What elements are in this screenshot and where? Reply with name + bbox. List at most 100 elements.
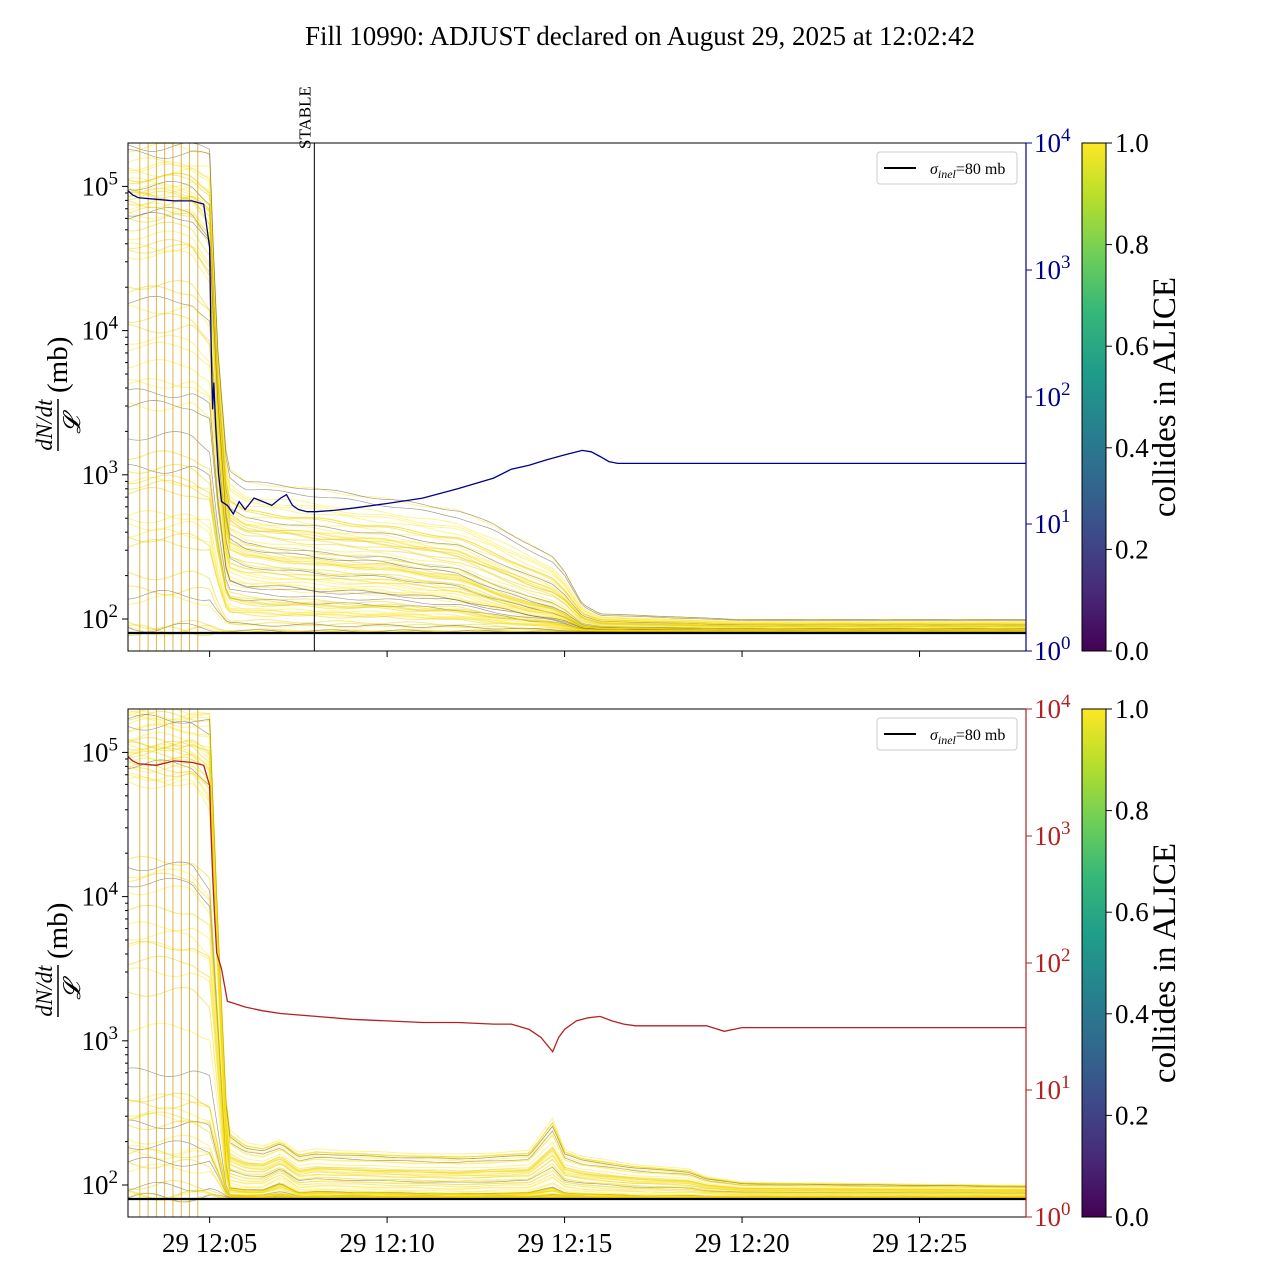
bundle-curve-line — [128, 239, 1026, 631]
bundle-curve-line — [128, 710, 1026, 1187]
bundle-curve-line — [128, 868, 1026, 1198]
colorbar-gradient — [1081, 142, 1107, 652]
bundle-curve-line — [128, 731, 1026, 1190]
bundle-curve-line — [128, 1148, 1026, 1199]
bundle-curve-line — [128, 202, 1026, 629]
y-tick-label-exponent: 3 — [109, 1023, 119, 1044]
y2-tick-label: 101 — [1034, 1072, 1071, 1105]
y-axis-label: dN/dt 𝓛 (mb) — [32, 903, 86, 1017]
y-tick-label-base: 10 — [82, 171, 109, 201]
bundle-curve-line — [128, 710, 1026, 1187]
y2-tick-label: 103 — [1034, 252, 1071, 285]
bundle-curve-line — [128, 776, 1026, 1197]
bundle-curve-line — [128, 767, 1026, 1195]
y2-tick-label-base: 10 — [1034, 509, 1061, 539]
bundle-curve-line — [128, 190, 1026, 627]
bundle-curve-line — [128, 955, 1026, 1198]
y2-tick-label-base: 10 — [1034, 694, 1061, 724]
y-tick-label: 103 — [82, 1023, 119, 1056]
colorbar-tick-label: 1.0 — [1115, 694, 1149, 724]
top-colorbar: 0.0 0.2 0.4 0.6 0.8 1.0 collides in ALICE — [1081, 128, 1183, 666]
colorbar-tick-label: 0.6 — [1115, 897, 1149, 927]
bundle-curve-line — [128, 195, 1026, 628]
curve-bundle — [128, 709, 1026, 1217]
bundle-curve-line — [128, 747, 1026, 1192]
legend-label-symbol: σ — [930, 727, 939, 744]
bundle-curve-line — [128, 885, 1026, 1198]
y2-tick-label: 102 — [1034, 945, 1071, 978]
y-tick-label: 102 — [82, 601, 119, 634]
bundle-curve-line — [128, 1093, 1026, 1199]
bundle-curve-line — [128, 1067, 1026, 1198]
colorbar-tick-label: 0.8 — [1115, 796, 1149, 826]
y2-tick-label-base: 10 — [1034, 255, 1061, 285]
bundle-curve-line — [128, 143, 1026, 621]
bundle-curve-line — [128, 304, 1026, 631]
y2-tick-label-exponent: 3 — [1061, 818, 1071, 839]
bundle-curve-line — [128, 750, 1026, 1193]
y-axis-label: dN/dt 𝓛 (mb) — [32, 337, 86, 451]
bundle-curve-line — [128, 149, 1026, 621]
bundle-curve-line — [128, 759, 1026, 1194]
y2-tick-label-base: 10 — [1034, 821, 1061, 851]
stable-marker-label: STABLE — [295, 86, 314, 149]
x-tick-label: 29 12:20 — [694, 1228, 789, 1258]
y2-tick-label: 103 — [1034, 818, 1071, 851]
bundle-curve-line — [128, 177, 1026, 625]
bundle-curve-line — [128, 1149, 1026, 1199]
y-tick-label-exponent: 2 — [109, 1167, 119, 1188]
bundle-curve-line — [128, 1189, 1026, 1200]
colorbar-gradient — [1081, 708, 1107, 1218]
bundle-curve-line — [128, 741, 1026, 1191]
bundle-curve-line — [128, 721, 1026, 1188]
y2-tick-label-base: 10 — [1034, 382, 1061, 412]
bundle-curve-line — [128, 714, 1026, 1187]
legend-box — [876, 151, 1018, 185]
bundle-curve-line — [128, 312, 1026, 631]
colorbar-tick-label: 0.8 — [1115, 230, 1149, 260]
x-tick-label: 29 12:10 — [339, 1228, 434, 1258]
bundle-curve-line — [128, 940, 1026, 1198]
bundle-curve-line — [128, 206, 1026, 629]
y2-tick-label-base: 10 — [1034, 128, 1061, 158]
bundle-curve-line — [128, 757, 1026, 1194]
bundle-curve-line — [128, 763, 1026, 1195]
legend-box — [876, 717, 1018, 751]
bundle-curve-line — [128, 212, 1026, 630]
bundle-curve-line — [128, 172, 1026, 625]
bundle-curve-line — [128, 745, 1026, 1192]
bundle-curve-line — [128, 772, 1026, 1196]
y-axis-label-unit: (mb) — [42, 903, 74, 959]
legend-label-text: =80 mb — [956, 161, 1005, 178]
y2-tick-label-exponent: 4 — [1061, 125, 1071, 146]
bundle-curve-line — [128, 243, 1026, 631]
bundle-curve-line — [128, 740, 1026, 1191]
bundle-curve-line — [128, 167, 1026, 624]
figure-title: Fill 10990: ADJUST declared on August 29… — [305, 21, 975, 51]
legend-label-subscript: inel — [938, 733, 957, 747]
bundle-curve-line — [128, 242, 1026, 631]
bundle-curve-line — [128, 207, 1026, 629]
colorbar-tick-label: 0.4 — [1115, 999, 1149, 1029]
bundle-curve-line — [128, 212, 1026, 630]
y-tick-label: 105 — [82, 168, 119, 201]
bundle-curve-line — [128, 714, 1026, 1188]
y2-tick-label-base: 10 — [1034, 1202, 1061, 1232]
y2-tick-label: 104 — [1034, 691, 1071, 724]
bundle-curve-line — [128, 513, 1026, 632]
y2-tick-label: 100 — [1034, 1199, 1071, 1232]
legend: σinel=80 mb — [876, 151, 1018, 185]
bundle-curve-line — [128, 967, 1026, 1198]
colorbar-tick-label: 0.0 — [1115, 1202, 1149, 1232]
colorbar-tick-label: 0.6 — [1115, 331, 1149, 361]
colorbar-tick-label: 0.2 — [1115, 534, 1149, 564]
y-tick-label-base: 10 — [82, 460, 109, 490]
y2-tick-label-base: 10 — [1034, 1075, 1061, 1105]
y-tick-label: 102 — [82, 1167, 119, 1200]
bundle-curve-line — [128, 861, 1026, 1197]
bundle-curve-line — [128, 710, 1026, 1187]
bundle-curve-line — [128, 1145, 1026, 1199]
y-tick-label-exponent: 5 — [109, 734, 119, 755]
y2-tick-label-exponent: 2 — [1061, 379, 1071, 400]
legend-label-subscript: inel — [938, 167, 957, 181]
